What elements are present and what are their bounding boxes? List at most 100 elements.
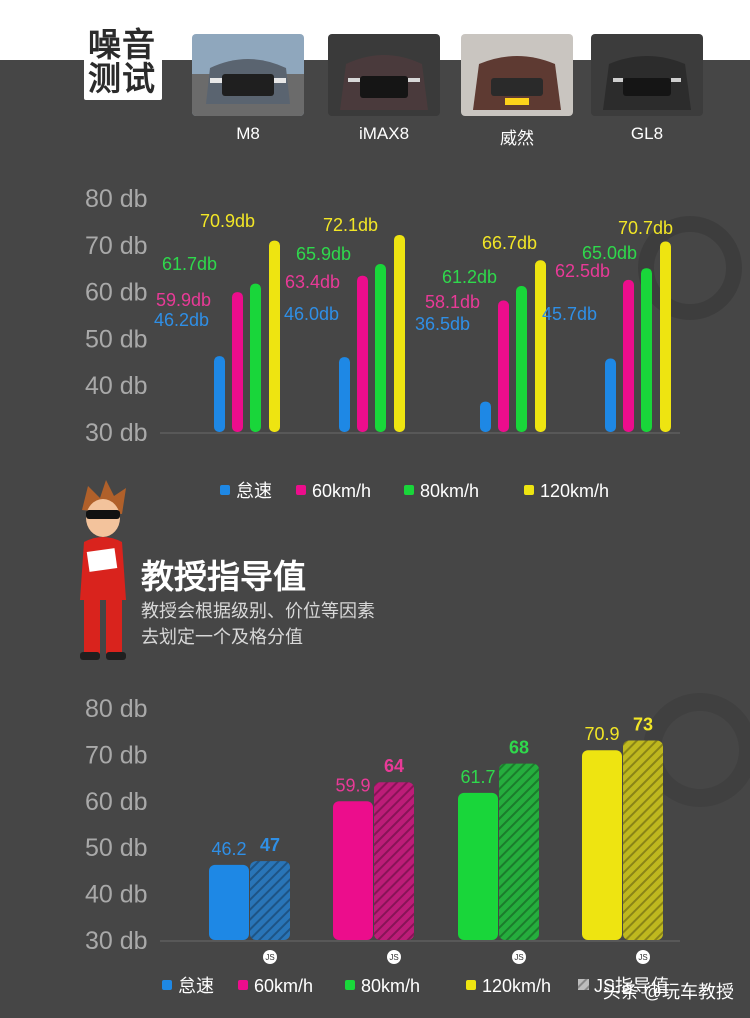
- bar-1-2: [498, 300, 509, 432]
- data-label: 45.7db: [542, 304, 597, 324]
- legend-label-1: 60km/h: [312, 481, 371, 501]
- legend-label-0: 怠速: [236, 481, 272, 501]
- legend-swatch-0: [220, 485, 230, 495]
- car-name-m8: M8: [236, 124, 260, 143]
- guide-value-label-0: 47: [260, 835, 280, 855]
- guide-value-label-3: 73: [633, 714, 653, 734]
- legend-label-3: 120km/h: [540, 481, 609, 501]
- legend2-swatch-1: [238, 980, 248, 990]
- legend2-label-1: 60km/h: [254, 976, 313, 996]
- data-label: 62.5db: [555, 261, 610, 281]
- js-badge-icon: [636, 950, 650, 964]
- watermark-logo-large-icon: [643, 693, 750, 807]
- guide-value-description: 教授会根据级别、价位等因素 去划定一个及格分值: [141, 598, 375, 650]
- bar-3-0: [269, 240, 280, 432]
- bar-1-1: [357, 275, 368, 432]
- legend2-swatch-2: [345, 980, 355, 990]
- y-tick-label: 70 db: [85, 232, 148, 260]
- bar-0-0: [214, 356, 225, 432]
- section-title-line2: 测试: [88, 60, 156, 97]
- data-label: 36.5db: [415, 314, 470, 334]
- data-label: 66.7db: [482, 233, 537, 253]
- bar-3-3: [660, 241, 671, 432]
- guide-bar-hatch-3: [623, 740, 663, 940]
- legend-swatch-2: [404, 485, 414, 495]
- car-name-imax8: iMAX8: [358, 124, 410, 143]
- y-tick-label-2: 30 db: [85, 927, 148, 955]
- measured-value-label-2: 61.7: [460, 767, 495, 787]
- legend2-swatch-3: [466, 980, 476, 990]
- y-tick-label-2: 40 db: [85, 881, 148, 909]
- data-label: 63.4db: [285, 272, 340, 292]
- section-title-line1: 噪音: [88, 26, 156, 63]
- y-tick-label: 40 db: [85, 372, 148, 400]
- watermark-logo-icon: [638, 216, 742, 320]
- legend2-label-3: 120km/h: [482, 976, 551, 996]
- car-photo-gl8: [591, 34, 703, 116]
- data-label: 58.1db: [425, 292, 480, 312]
- watermark: 头条 @玩车教授: [602, 982, 734, 1002]
- legend2-swatch-guide-hatch: [578, 979, 589, 990]
- data-label: 70.7db: [618, 218, 673, 238]
- y-tick-label: 60 db: [85, 279, 148, 307]
- js-badge-icon: [512, 950, 526, 964]
- data-label: 70.9db: [200, 211, 255, 231]
- guide-value-title: 教授指导值: [141, 558, 306, 595]
- y-tick-label: 30 db: [85, 419, 148, 447]
- bar-2-3: [641, 268, 652, 432]
- legend2-label-4: JS指导值: [594, 976, 669, 996]
- y-tick-label-2: 80 db: [85, 695, 148, 723]
- professor-mascot-icon: [80, 480, 126, 660]
- bar-0-3: [605, 358, 616, 432]
- js-badge-label: JS: [389, 953, 398, 962]
- data-label: 59.9db: [156, 290, 211, 310]
- noise-chart: 30 db 40 db 50 db 60 db 70 db 80 db 46.2db 46.0…: [85, 185, 742, 501]
- legend-swatch-3: [524, 485, 534, 495]
- legend-label-2: 80km/h: [420, 481, 479, 501]
- data-label: 61.7db: [162, 254, 217, 274]
- guide-value-desc-line1: 教授会根据级别、价位等因素: [141, 601, 375, 621]
- legend2-label-2: 80km/h: [361, 976, 420, 996]
- guide-value-label-1: 64: [384, 756, 404, 776]
- guide-value-desc-line2: 去划定一个及格分值: [141, 627, 303, 647]
- bar-0-1: [339, 357, 350, 432]
- js-badge-label: JS: [514, 953, 523, 962]
- y-tick-label: 80 db: [85, 185, 148, 213]
- js-badge-icon: [263, 950, 277, 964]
- data-label: 46.2db: [154, 310, 209, 330]
- bar-2-1: [375, 263, 386, 432]
- data-label: 65.9db: [296, 244, 351, 264]
- section-title-box: 噪音 测试: [84, 26, 162, 100]
- legend-swatch-1: [296, 485, 306, 495]
- bar-2-2: [516, 285, 527, 432]
- measured-bar-0: [209, 864, 249, 940]
- car-photo-viloran: [461, 34, 573, 116]
- js-badge-label: JS: [265, 953, 274, 962]
- data-label: 65.0db: [582, 243, 637, 263]
- bar-3-1: [394, 234, 405, 432]
- js-badge-icon: [387, 950, 401, 964]
- bar-1-0: [232, 292, 243, 432]
- bar-3-2: [535, 260, 546, 432]
- guide-bar-hatch-1: [374, 782, 414, 940]
- measured-value-label-0: 46.2: [211, 839, 246, 859]
- js-badge-label: JS: [638, 953, 647, 962]
- data-label: 61.2db: [442, 267, 497, 287]
- measured-value-label-3: 70.9: [584, 724, 619, 744]
- car-photo-imax8: [328, 34, 440, 116]
- bar-0-2: [480, 401, 491, 432]
- watermark-ring: [638, 216, 742, 320]
- bar-1-3: [623, 279, 634, 432]
- bar-2-0: [250, 283, 261, 432]
- measured-bar-2: [458, 792, 498, 940]
- car-name-gl8: GL8: [630, 124, 664, 143]
- watermark-ring-2: [643, 693, 750, 807]
- measured-bar-1: [333, 801, 373, 940]
- car-name-viloran: 威然: [500, 129, 534, 148]
- measured-bar-3: [582, 750, 622, 940]
- guide-bar-hatch-0: [250, 861, 290, 940]
- guide-bar-hatch-2: [499, 763, 539, 940]
- y-tick-label-2: 70 db: [85, 741, 148, 769]
- legend2-swatch-0: [162, 980, 172, 990]
